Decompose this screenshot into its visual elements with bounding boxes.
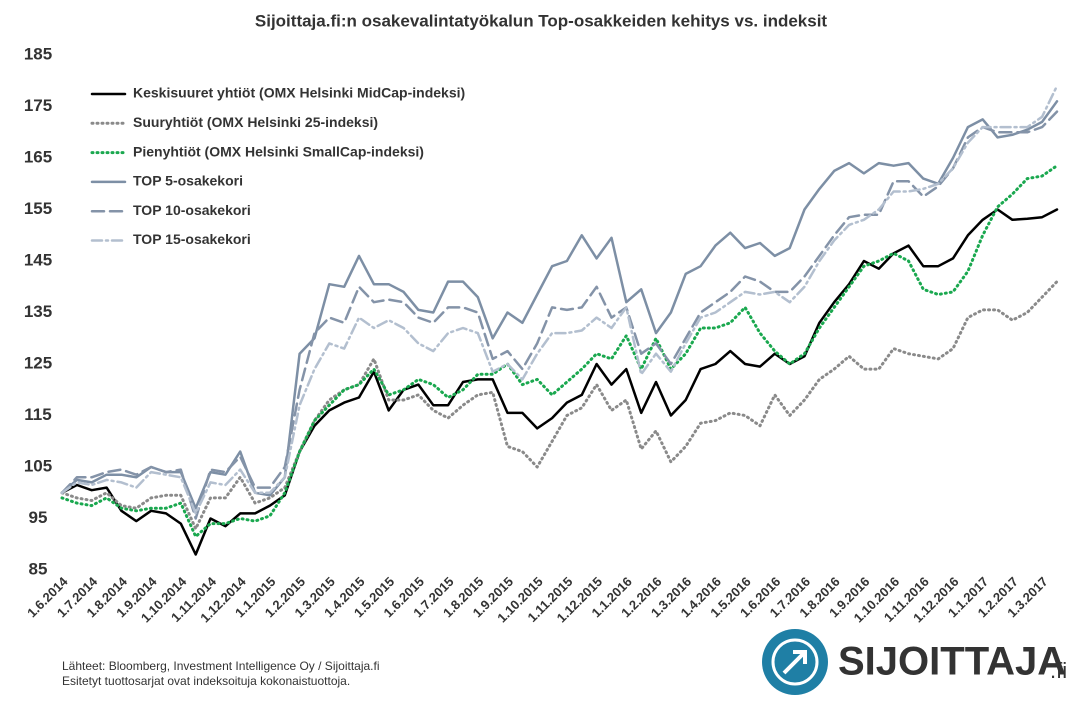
series-line [60,100,1059,510]
logo-suffix: .fi [1050,658,1067,683]
y-tick-label: 125 [24,353,52,372]
series-line [60,164,1059,538]
legend-label: Keskisuuret yhtiöt (OMX Helsinki MidCap-… [133,85,465,101]
legend-label: TOP 15-osakekori [133,231,251,247]
series-line [60,84,1059,515]
logo-text: SIJOITTAJA [838,640,1066,684]
y-tick-label: 115 [24,405,51,424]
y-tick-label: 95 [29,508,48,527]
legend-label: Pienyhtiöt (OMX Helsinki SmallCap-indeks… [133,143,424,159]
source-note: Lähteet: Bloomberg, Investment Intellige… [62,659,380,673]
y-tick-label: 175 [24,96,52,115]
y-tick-label: 85 [29,559,48,578]
y-tick-label: 185 [24,44,52,63]
series-line [60,280,1059,531]
series-line [60,110,1059,520]
logo: SIJOITTAJA .fi [762,629,1067,695]
logo-arrow [782,650,807,675]
y-tick-label: 105 [24,456,52,475]
legend-label: Suuryhtiöt (OMX Helsinki 25-indeksi) [133,114,378,130]
y-tick-label: 135 [24,302,52,321]
logo-ring [771,638,819,686]
legend-label: TOP 10-osakekori [133,202,251,218]
legend-label: TOP 5-osakekori [133,173,243,189]
y-tick-label: 165 [24,147,52,166]
source-note: Esitetyt tuottosarjat ovat indeksoituja … [62,674,350,688]
y-tick-label: 155 [24,199,52,218]
y-tick-label: 145 [24,250,52,269]
chart-title: Sijoittaja.fi:n osakevalintatyökalun Top… [255,11,828,30]
